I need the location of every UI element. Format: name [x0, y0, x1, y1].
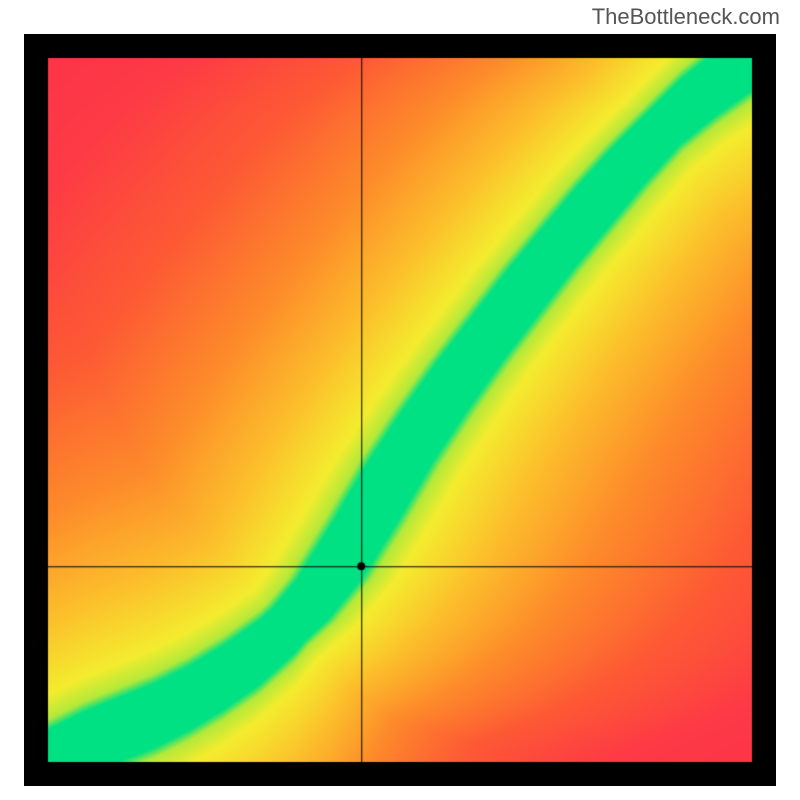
- watermark-text: TheBottleneck.com: [592, 4, 780, 30]
- bottleneck-heatmap: [24, 34, 776, 786]
- heatmap-canvas: [24, 34, 776, 786]
